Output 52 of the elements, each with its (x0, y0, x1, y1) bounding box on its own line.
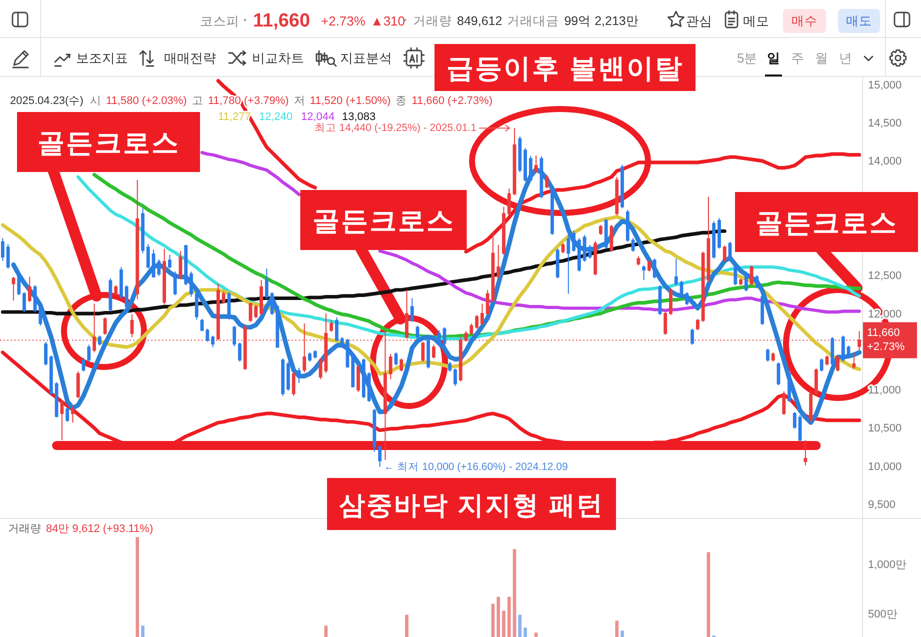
annotation: 골든크로스 (312, 206, 455, 236)
y-tick-label: 14,500 (868, 118, 902, 130)
annotation: 11,660 (+2.73%) (412, 95, 492, 107)
annotation: 12,044 (301, 111, 335, 123)
annotation: 11,520 (+1.50%) (310, 95, 391, 107)
annotation: 삼중바닥 지지형 패턴 (339, 490, 604, 520)
text: 거래대금 (507, 14, 560, 28)
text: 99억 2,213만 (564, 14, 639, 28)
annotation: 종 (396, 95, 407, 107)
y-tick-label: 15,000 (868, 79, 902, 92)
annotation: 13,083 (342, 111, 376, 123)
text: 매매전략 (164, 50, 216, 66)
annotation: 거래량 (8, 523, 41, 535)
y-tick-label: 500만 (868, 608, 898, 621)
text: 비교차트 (252, 50, 304, 66)
text: 5분 (737, 50, 758, 66)
y-tick-label: 9,500 (868, 499, 896, 512)
text: 849,612 (457, 14, 502, 28)
y-tick-label: 12,500 (868, 270, 902, 282)
text: 메모 (743, 14, 769, 28)
y-tick-label: 14,000 (868, 156, 902, 168)
text: +2.73% (321, 14, 366, 28)
annotation: 시 (90, 95, 101, 107)
y-tick-label: 1,000만 (868, 559, 907, 572)
ref-line-label: 11,660 +2.73% (867, 327, 905, 354)
text: 매도 (846, 14, 872, 28)
text: ▲310 (370, 14, 406, 28)
annotation: 2025.04.23(수) (10, 95, 84, 107)
text: 코스피 (200, 14, 239, 28)
text: 매수 (792, 14, 818, 28)
annotation: 84만 9,612 (+93.11%) (46, 523, 154, 535)
y-tick-label: 10,000 (868, 460, 902, 473)
text: 주 (791, 50, 804, 66)
annotation: 고 (192, 95, 203, 107)
annotation: ← 최저 10,000 (+16.60%) - 2024.12.09 (384, 460, 568, 473)
annotation: 골든크로스 (37, 128, 180, 158)
y-tick-label: 10,500 (868, 422, 902, 435)
annotation: 골든크로스 (755, 208, 898, 238)
text: 년 (839, 50, 852, 66)
text: 11,660 (253, 10, 310, 32)
text: 지표분석 (340, 50, 392, 66)
annotation: 12,240 (259, 111, 293, 123)
text: 보조지표 (76, 50, 128, 66)
y-tick-label: 11,000 (868, 384, 901, 397)
annotation: 급등이후 볼밴이탈 (446, 54, 684, 84)
annotation: 저 (294, 95, 305, 107)
annotation: 11,580 (+2.03%) (106, 95, 187, 107)
annotation: 최고 14,440 (-19.25%) - 2025.01.1 (314, 122, 477, 134)
text: 거래량 (413, 14, 452, 28)
text: 일 (767, 50, 780, 66)
text: 관심 (686, 14, 712, 28)
text: 월 (815, 50, 828, 66)
